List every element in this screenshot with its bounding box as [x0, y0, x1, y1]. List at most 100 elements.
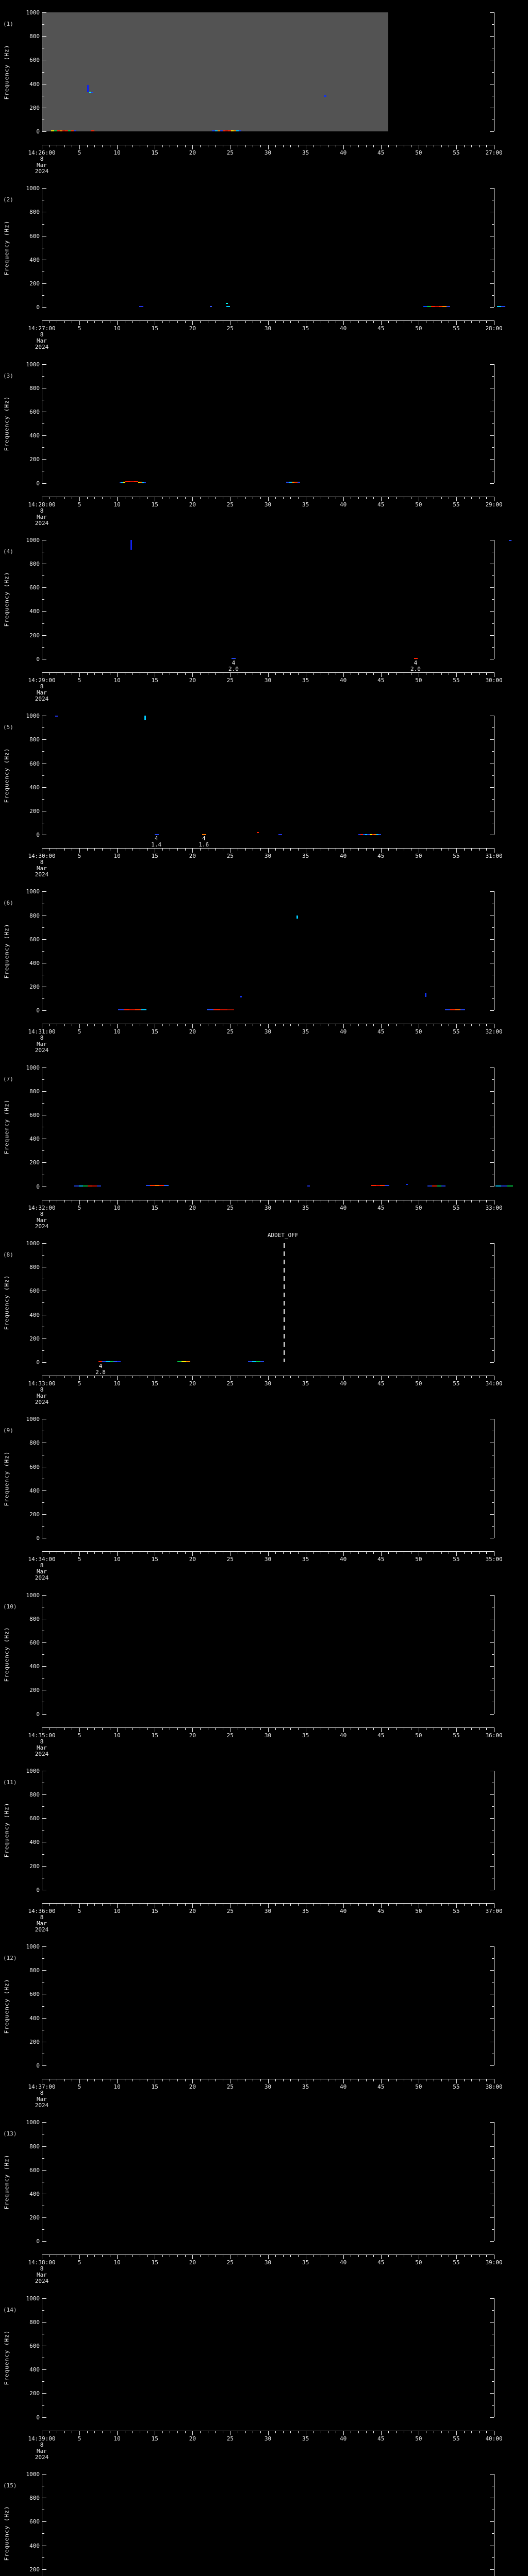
y-axis-tick [42, 635, 46, 636]
date-label: Mar [37, 1920, 47, 1927]
y-tick-label: 0 [36, 1710, 40, 1718]
x-tick-label: 55 [453, 2083, 460, 2091]
date-label: 8 [40, 2265, 44, 2273]
frequency-axis-title: Frequency (Hz) [3, 44, 10, 99]
detection-mark [291, 481, 295, 483]
detection-mark [230, 130, 234, 131]
plot-area [42, 12, 494, 132]
y-tick-label: 800 [29, 384, 40, 392]
x-axis-tick [343, 1903, 344, 1908]
x-axis-tick [132, 1024, 133, 1027]
y-tick-label: 1000 [26, 888, 40, 895]
x-axis-tick [260, 1376, 261, 1378]
date-label: 2024 [35, 871, 49, 878]
x-tick-label: 55 [453, 1732, 460, 1739]
x-axis-tick [366, 1552, 367, 1554]
detection-mark [202, 834, 206, 835]
x-tick-label: 5 [77, 1380, 81, 1387]
detection-mark [55, 716, 58, 717]
y-axis-tick [492, 575, 494, 577]
x-tick-label: 25 [226, 1028, 234, 1036]
x-tick-label: 50 [415, 2259, 422, 2266]
y-axis-tick [42, 1958, 44, 1959]
start-time-label: 14:36:00 [28, 1907, 56, 1914]
x-axis-tick [298, 1903, 299, 1906]
x-axis-tick [185, 1024, 186, 1027]
y-axis-tick [42, 2146, 46, 2147]
y-axis-tick [490, 2298, 494, 2299]
x-axis-tick [298, 2255, 299, 2258]
spectrogram-panel: (2) Frequency (Hz) 0 200 400 600 800 1000 5 10 15 2… [0, 176, 528, 352]
x-axis-tick [283, 1903, 284, 1906]
x-axis-tick [245, 321, 246, 324]
x-axis-tick [245, 1903, 246, 1906]
x-axis-tick [464, 1200, 465, 1202]
x-axis-tick [388, 1200, 389, 1202]
detection-mark [212, 130, 215, 131]
x-axis-tick [64, 321, 65, 324]
x-tick-label: 30 [264, 149, 272, 156]
detection-mark [233, 130, 236, 131]
x-axis-tick [456, 2255, 457, 2260]
spectrogram-panel: (5) Frequency (Hz) 4 1.4 4 1.6 0 200 400 600 800… [0, 703, 528, 879]
date-label: 2024 [35, 2453, 49, 2461]
y-axis-tick [42, 2533, 44, 2534]
date-label: Mar [37, 162, 47, 168]
x-tick-label: 45 [377, 1204, 385, 1211]
detection-mark [59, 130, 63, 131]
x-axis-tick [245, 497, 246, 499]
x-axis-tick [268, 1200, 269, 1205]
x-axis-tick [79, 1200, 80, 1205]
frequency-axis-title: Frequency (Hz) [3, 2154, 10, 2210]
x-axis-tick [290, 1024, 291, 1027]
x-tick-label: 20 [189, 1204, 196, 1211]
y-axis-tick [490, 1091, 494, 1092]
x-axis-tick [358, 1024, 359, 1027]
x-axis-tick [94, 2079, 95, 2082]
x-tick-label: 35 [302, 1028, 309, 1036]
x-axis-tick [486, 1552, 487, 1554]
x-axis-tick [366, 2079, 367, 2082]
y-axis-tick [492, 951, 494, 952]
detection-mark [139, 306, 143, 307]
date-label: Mar [37, 513, 47, 520]
detection-mark [436, 1185, 441, 1187]
end-time-label: 34:00 [485, 1380, 503, 1387]
detection-mark [375, 1184, 381, 1186]
y-axis-tick [492, 423, 494, 425]
date-label: 8 [40, 331, 44, 338]
x-axis [42, 848, 494, 849]
x-axis-tick [313, 1200, 314, 1202]
date-label: 2024 [35, 1574, 49, 1582]
x-axis-tick [441, 1376, 442, 1378]
y-axis-tick [42, 2298, 46, 2299]
x-axis-tick [343, 321, 344, 326]
y-axis-tick [492, 1302, 494, 1303]
x-axis-tick [162, 1024, 163, 1027]
y-axis-tick [490, 1243, 494, 1244]
x-axis-tick [275, 1552, 276, 1554]
x-tick-label: 30 [264, 2259, 272, 2266]
y-axis-tick [42, 224, 44, 225]
y-axis-tick [42, 295, 44, 296]
x-axis-tick [87, 1200, 88, 1202]
x-axis-tick [117, 1727, 118, 1732]
x-axis-tick [132, 321, 133, 324]
x-axis-tick [471, 1024, 472, 1027]
y-axis-tick [492, 1830, 494, 1831]
x-axis-tick [373, 2079, 374, 2082]
x-axis-tick [366, 1727, 367, 1730]
spectrogram-panel: (7) Frequency (Hz) 0 200 400 600 800 1000 5 10 15 2… [0, 1055, 528, 1231]
x-axis-tick [87, 497, 88, 499]
y-axis-tick [42, 2217, 46, 2218]
x-axis-tick [147, 672, 148, 675]
date-label: 2024 [35, 1750, 49, 1757]
x-axis-tick [117, 145, 118, 149]
detection-mark [186, 1361, 190, 1362]
plot-area [42, 1067, 513, 1187]
y-axis-tick [42, 1350, 44, 1351]
y-axis-tick [492, 1678, 494, 1679]
y-axis-tick [490, 891, 494, 892]
x-tick-label: 50 [415, 1380, 422, 1387]
x-axis-tick [464, 1727, 465, 1730]
